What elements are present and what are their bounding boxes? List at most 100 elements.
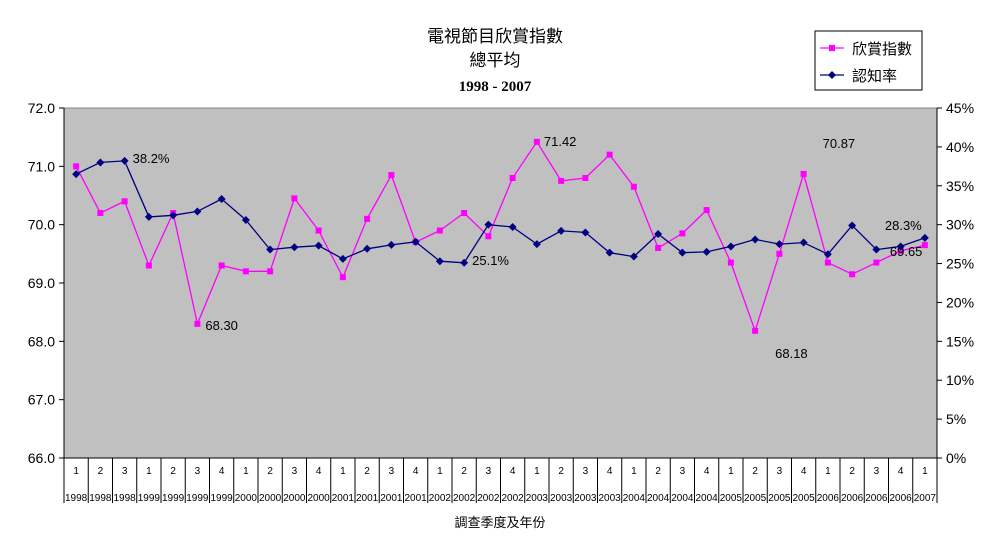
x-quarter-label: 2 — [170, 466, 176, 477]
appreciation-point — [509, 175, 516, 181]
x-quarter-label: 2 — [849, 466, 855, 477]
x-quarter-label: 3 — [195, 466, 201, 477]
awareness-point — [775, 240, 784, 249]
right-tick-label: 45% — [946, 100, 974, 116]
awareness-point — [120, 156, 129, 165]
awareness-point — [920, 233, 929, 242]
x-year-label: 1999 — [162, 493, 185, 504]
data-label: 68.18 — [775, 346, 808, 361]
x-year-label: 2003 — [599, 493, 622, 504]
appreciation-point — [121, 198, 128, 205]
appreciation-point — [436, 227, 443, 234]
chart-title: 電視節目欣賞指數 — [427, 27, 563, 47]
x-year-label: 2006 — [890, 493, 913, 504]
appreciation-point — [291, 195, 298, 202]
appreciation-point — [582, 175, 589, 181]
awareness-point — [896, 242, 905, 251]
x-year-label: 2001 — [332, 493, 355, 504]
x-quarter-label: 1 — [825, 466, 831, 477]
x-quarter-label: 2 — [558, 466, 564, 477]
x-year-label: 1999 — [138, 493, 161, 504]
awareness-point — [726, 242, 735, 251]
awareness-point — [314, 241, 323, 250]
x-year-label: 1998 — [65, 493, 88, 504]
x-quarter-label: 3 — [389, 466, 395, 477]
appreciation-point — [73, 163, 80, 170]
x-quarter-label: 2 — [98, 466, 104, 477]
legend-marker-awareness — [828, 71, 836, 79]
appreciation-point — [218, 262, 225, 269]
x-quarter-label: 1 — [146, 466, 152, 477]
appreciation-point — [655, 245, 662, 251]
x-year-label: 2001 — [356, 493, 379, 504]
x-quarter-label: 4 — [704, 466, 710, 477]
x-year-label: 2000 — [259, 493, 282, 504]
x-year-label: 2000 — [235, 493, 258, 504]
series-line-0 — [75, 140, 926, 333]
appreciation-point — [800, 170, 807, 177]
legend-label-appreciation: 欣賞指數 — [852, 40, 912, 58]
awareness-point — [508, 223, 517, 231]
x-year-label: 2004 — [696, 493, 719, 504]
appreciation-point — [703, 207, 710, 214]
awareness-point — [872, 245, 881, 254]
right-tick-label: 30% — [946, 217, 974, 233]
left-tick-label: 67.0 — [28, 392, 55, 408]
x-quarter-label: 2 — [364, 466, 370, 477]
data-label: 68.30 — [205, 318, 238, 333]
awareness-point — [557, 226, 566, 235]
awareness-point — [435, 257, 444, 266]
appreciation-point — [630, 183, 637, 190]
awareness-point — [751, 235, 760, 244]
awareness-point — [702, 247, 711, 256]
legend-box — [814, 30, 923, 91]
left-tick-label: 68.0 — [28, 333, 55, 349]
x-quarter-label: 4 — [898, 466, 904, 477]
legend-marker-appreciation — [829, 45, 835, 51]
data-label: 71.42 — [544, 134, 577, 149]
left-tick-label: 66.0 — [28, 450, 55, 466]
x-year-label: 2006 — [817, 493, 840, 504]
data-label: 70.87 — [823, 136, 856, 151]
x-year-label: 2002 — [429, 493, 452, 504]
appreciation-point — [776, 250, 783, 257]
right-tick-label: 40% — [946, 139, 974, 155]
x-year-label: 2000 — [283, 493, 306, 504]
appreciation-point — [388, 172, 395, 179]
awareness-point — [241, 216, 250, 224]
awareness-point — [338, 254, 347, 263]
right-tick-label: 5% — [946, 411, 966, 427]
appreciation-point — [242, 268, 249, 275]
x-quarter-label: 3 — [680, 466, 686, 477]
appreciation-point — [752, 327, 759, 334]
x-quarter-label: 3 — [292, 466, 298, 477]
right-tick-label: 10% — [946, 372, 974, 388]
appreciation-point — [315, 227, 322, 234]
awareness-point — [363, 244, 372, 253]
x-quarter-label: 1 — [631, 466, 637, 477]
awareness-point — [169, 211, 178, 220]
plot-area — [63, 107, 938, 459]
legend: 欣賞指數 認知率 — [814, 30, 923, 91]
x-year-label: 2000 — [308, 493, 331, 504]
x-quarter-label: 2 — [461, 466, 467, 477]
x-quarter-label: 4 — [316, 466, 322, 477]
awareness-point — [411, 237, 420, 246]
appreciation-point — [558, 177, 565, 184]
right-tick-label: 15% — [946, 333, 974, 349]
appreciation-point — [485, 233, 492, 240]
awareness-point — [387, 240, 396, 249]
x-year-label: 2007 — [914, 493, 937, 504]
x-year-label: 2006 — [865, 493, 888, 504]
appreciation-point — [679, 230, 686, 237]
x-year-label: 2001 — [380, 493, 403, 504]
x-axis-label: 調查季度及年份 — [454, 515, 545, 531]
right-tick-label: 0% — [946, 450, 966, 466]
x-year-label: 1998 — [114, 493, 137, 504]
x-quarter-label: 4 — [510, 466, 516, 477]
awareness-point — [290, 243, 299, 252]
right-tick-label: 25% — [946, 256, 974, 272]
x-quarter-label: 1 — [243, 466, 249, 477]
x-quarter-label: 4 — [801, 466, 807, 477]
